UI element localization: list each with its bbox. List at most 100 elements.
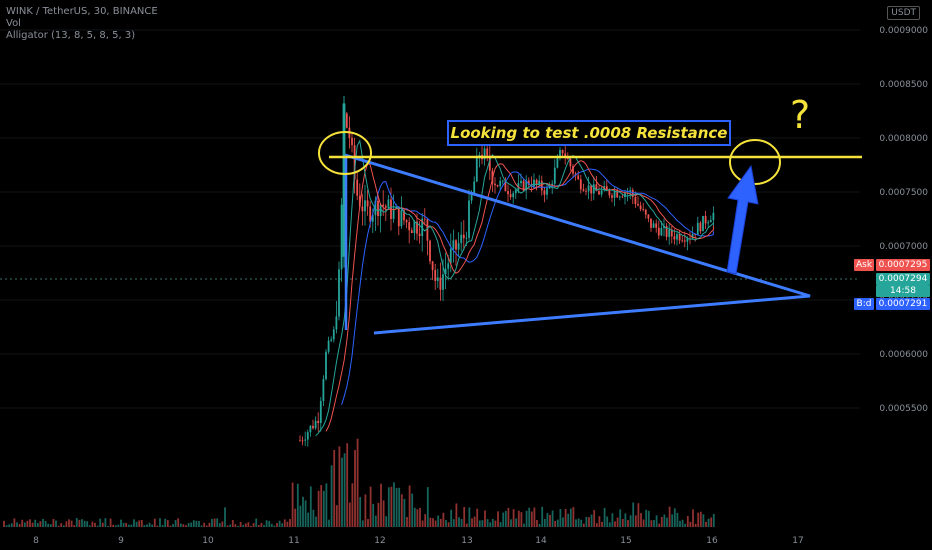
candle-body (442, 274, 444, 290)
alligator-teeth (325, 160, 714, 432)
volume-bar (62, 525, 65, 527)
time-tick-label: 17 (792, 536, 803, 546)
candle-body (527, 180, 530, 185)
alligator-indicator-label[interactable]: Alligator (13, 8, 5, 8, 5, 3) (6, 30, 136, 41)
candle-body (400, 210, 403, 227)
volume-bar (434, 520, 437, 527)
candle-body (351, 137, 353, 146)
volume-bar (367, 518, 369, 527)
price-axis: 0.0009000 0.0008500 0.0008000 0.0007500 0.00… (879, 26, 928, 414)
candle-body (423, 218, 426, 220)
candle-body (704, 215, 707, 224)
volume-bar (468, 507, 471, 527)
candle-body (509, 194, 512, 198)
candle-body (592, 184, 595, 194)
candle-body (494, 183, 496, 186)
volume-bar (520, 512, 523, 527)
alligator-lips (315, 139, 714, 437)
volume-bar (75, 518, 78, 527)
volume-bar (712, 513, 715, 527)
volume-bar (224, 507, 226, 527)
price-tick-label: 0.0008000 (879, 134, 928, 144)
volume-bar (523, 523, 525, 527)
volume-bar (211, 518, 213, 527)
volume-bar (590, 514, 593, 527)
candle-body (559, 149, 561, 159)
candle-body (488, 155, 491, 171)
volume-bar (686, 515, 689, 527)
volume-bar (333, 450, 336, 527)
candle-body (342, 103, 346, 257)
candle-body (460, 234, 463, 244)
volume-bar (645, 509, 648, 527)
volume-bar (627, 520, 629, 527)
candle-body (377, 200, 379, 217)
currency-badge[interactable]: USDT (887, 6, 920, 20)
volume-bar (364, 494, 367, 527)
candle-body (371, 215, 374, 222)
volume-bar (21, 519, 24, 527)
volume-bar (385, 516, 388, 527)
volume-bar (549, 514, 551, 527)
annotation-box[interactable]: Looking to test .0008 Resistance (447, 120, 731, 146)
candle-body (579, 179, 582, 190)
candle-body (366, 200, 369, 207)
candle-body (624, 193, 626, 198)
time-tick-label: 8 (33, 536, 39, 546)
volume-bar (252, 523, 255, 527)
volume-bar (143, 525, 146, 527)
volume-bar (315, 516, 317, 527)
candle-body (507, 191, 509, 195)
volume-bar (601, 521, 603, 527)
volume-bar (640, 513, 642, 527)
volume-bar (172, 524, 174, 527)
volume-bar (200, 525, 203, 527)
volume-bar (655, 515, 658, 527)
volume-bar (580, 519, 583, 527)
volume-bar (309, 486, 312, 527)
vol-indicator-label[interactable]: Vol (6, 18, 21, 29)
volume-bar (265, 520, 268, 527)
candle-body (543, 190, 546, 195)
symbol-title[interactable]: WINK / TetherUS, 30, BINANCE (6, 6, 158, 17)
candle-body (694, 233, 697, 235)
candle-body (652, 223, 655, 228)
volume-bar (283, 519, 286, 527)
volume-bar (400, 494, 403, 527)
volume-bar (99, 518, 102, 527)
price-tick-label: 0.0005500 (879, 404, 928, 414)
candle-body (598, 191, 600, 195)
candle-body (486, 148, 489, 156)
volume-bar (525, 510, 528, 527)
candle-body (338, 269, 340, 317)
candle-body (514, 189, 517, 194)
candle-body (702, 215, 704, 232)
drawings: ? (318, 93, 862, 335)
candle-body (470, 192, 473, 201)
volume-bar (312, 509, 315, 527)
candle-body (361, 206, 364, 212)
volume-bar (429, 517, 432, 527)
volume-bar (629, 515, 632, 527)
volume-bar (538, 523, 541, 527)
volume-bar (382, 500, 385, 527)
volume-bar (515, 518, 518, 527)
candle-body (535, 179, 538, 185)
volume-bar (387, 487, 390, 527)
volume-bar (413, 507, 416, 527)
volume-bar (684, 523, 687, 527)
volume-bar (564, 508, 567, 527)
grid (0, 29, 860, 409)
candle-body (657, 227, 660, 236)
candle-body (322, 379, 325, 402)
candle-body (585, 190, 587, 192)
candle-body (556, 158, 559, 168)
candle-body (696, 222, 699, 235)
volume-bar (130, 524, 133, 527)
candle-body (374, 200, 377, 216)
candle-body (312, 425, 314, 429)
candle-body (356, 179, 359, 196)
volume-bar (179, 523, 182, 527)
volume-bar (36, 523, 39, 527)
